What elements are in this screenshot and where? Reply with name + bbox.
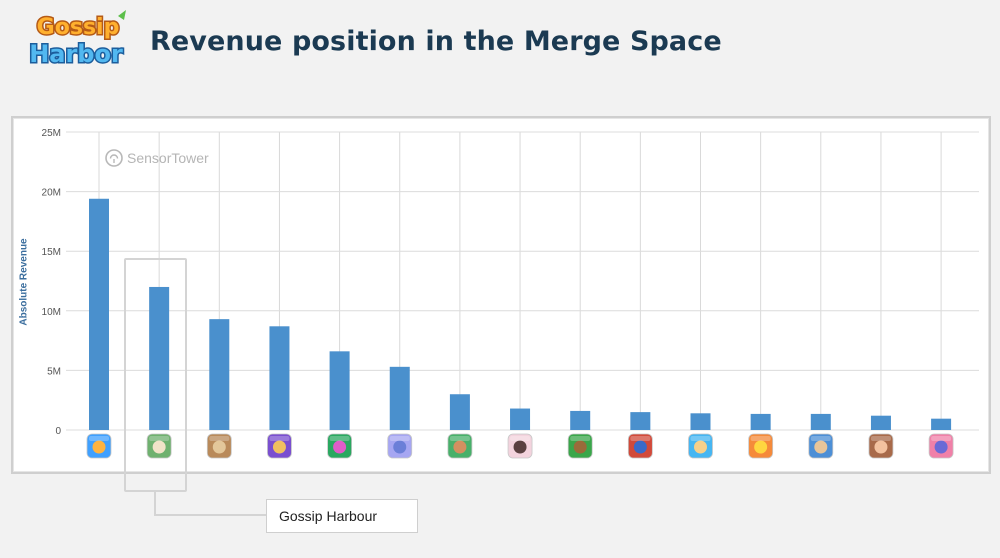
icon-highlight	[389, 436, 410, 441]
bar	[750, 413, 771, 430]
bar	[870, 415, 891, 430]
icon-emblem	[453, 440, 467, 454]
y-tick-label: 0	[55, 426, 61, 437]
icon-emblem	[874, 440, 888, 454]
icon-emblem	[272, 440, 286, 454]
bar	[810, 413, 831, 430]
app-icon-10	[627, 433, 653, 459]
icon-emblem	[152, 440, 166, 454]
logo-text-gossip: Gossip	[37, 15, 120, 40]
icon-emblem	[694, 440, 707, 454]
page-title: Revenue position in the Merge Space	[150, 26, 722, 57]
icon-emblem	[333, 440, 347, 454]
bar	[510, 408, 531, 430]
y-tick-label: 25M	[42, 128, 61, 139]
bar	[209, 319, 230, 430]
leaf-icon	[118, 10, 126, 20]
y-tick-label: 15M	[42, 247, 61, 258]
icon-highlight	[870, 436, 891, 441]
y-tick-label: 20M	[42, 188, 61, 199]
callout-connector-vertical	[154, 492, 156, 516]
icon-highlight	[570, 436, 591, 441]
app-icon-3	[206, 433, 232, 459]
app-icon-15	[928, 433, 954, 459]
revenue-chart: 0 5M 10M 15M 20M 25M SensorTower	[11, 116, 991, 474]
icon-highlight	[630, 436, 651, 441]
logo-text-harbor: Harbor	[29, 40, 123, 68]
app-icon-11	[688, 433, 713, 459]
bar	[89, 198, 109, 430]
sensortower-watermark: SensorTower	[105, 149, 209, 167]
sensortower-icon	[105, 149, 123, 167]
gossip-harbor-logo: Gossip Harbor	[22, 8, 134, 74]
app-icon-13	[808, 433, 834, 459]
bar	[149, 286, 170, 430]
bar	[269, 326, 290, 430]
app-icon-4	[267, 433, 292, 459]
icon-emblem	[212, 440, 226, 454]
y-axis-label: Absolute Revenue	[18, 238, 30, 326]
icon-emblem	[393, 440, 407, 454]
app-icon-12	[748, 433, 774, 459]
y-tick-label: 5M	[47, 366, 61, 377]
icon-emblem	[573, 440, 587, 454]
callout-connector-horizontal	[154, 514, 266, 516]
bar	[449, 394, 470, 430]
bar	[630, 412, 651, 430]
app-icon-7	[447, 433, 473, 459]
icon-emblem	[814, 440, 828, 454]
icon-highlight	[931, 436, 952, 441]
icon-highlight	[810, 436, 831, 441]
bar	[690, 413, 711, 430]
callout-label: Gossip Harbour	[266, 499, 418, 533]
icon-highlight	[149, 436, 170, 441]
y-tick-label: 10M	[42, 307, 61, 318]
watermark-text: SensorTower	[127, 150, 209, 166]
icon-emblem	[934, 440, 948, 454]
bar	[389, 366, 410, 430]
icon-emblem	[754, 440, 768, 454]
icon-highlight	[89, 436, 109, 441]
icon-emblem	[633, 440, 647, 454]
bar	[329, 351, 350, 430]
icon-highlight	[329, 436, 350, 441]
icon-emblem	[92, 440, 106, 454]
app-icon-6	[387, 433, 413, 459]
bar	[570, 410, 591, 430]
app-icon-gossip-harbour	[146, 433, 172, 459]
highlight-box	[124, 258, 187, 492]
icon-emblem	[513, 440, 527, 454]
icon-highlight	[449, 436, 470, 441]
icon-highlight	[750, 436, 771, 441]
chart-canvas: 0 5M 10M 15M 20M 25M SensorTower	[42, 128, 979, 459]
icon-highlight	[690, 436, 711, 441]
icon-highlight	[269, 436, 290, 441]
app-icon-14	[868, 433, 894, 459]
app-icon-9	[567, 433, 593, 459]
bar	[931, 418, 952, 430]
icon-highlight	[510, 436, 531, 441]
app-icon-5	[327, 433, 353, 459]
app-icon-1	[86, 433, 112, 459]
app-icon-8	[507, 433, 533, 459]
icon-highlight	[209, 436, 230, 441]
